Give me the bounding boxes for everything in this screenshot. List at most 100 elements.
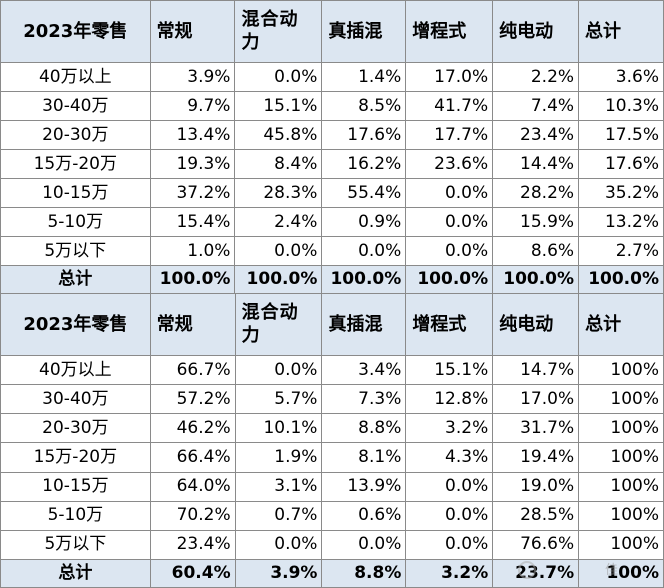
value-cell: 0.0%	[234, 529, 323, 560]
value-cell: 0.0%	[405, 500, 494, 531]
value-cell: 4.3%	[405, 442, 494, 473]
value-cell: 0.0%	[405, 236, 494, 266]
value-cell: 3.4%	[321, 355, 407, 386]
value-cell: 23.7%	[492, 558, 580, 588]
corner-cell: 2023年零售	[0, 0, 151, 63]
value-cell: 0.0%	[405, 471, 494, 502]
value-cell: 41.7%	[405, 91, 494, 121]
value-cell: 45.8%	[234, 120, 323, 150]
row-label: 15万-20万	[0, 442, 151, 473]
table-body: 40万以上 66.7% 0.0% 3.4% 15.1% 14.7% 100% 30-40万 57…	[0, 355, 664, 588]
row-label: 10-15万	[0, 471, 151, 502]
table-row: 30-40万 9.7% 15.1% 8.5% 41.7% 7.4% 10.3%	[0, 91, 664, 121]
value-cell: 0.0%	[405, 207, 494, 237]
col-header: 混合动力	[234, 292, 323, 357]
value-cell: 17.0%	[405, 62, 494, 92]
table-row: 5万以下 1.0% 0.0% 0.0% 0.0% 8.6% 2.7%	[0, 236, 664, 266]
col-header: 常规	[149, 292, 236, 357]
value-cell: 8.1%	[321, 442, 407, 473]
table-row: 5万以下 23.4% 0.0% 0.0% 0.0% 76.6% 100%	[0, 529, 664, 560]
value-cell: 3.9%	[234, 558, 323, 588]
value-cell: 8.6%	[492, 236, 580, 266]
row-label: 10-15万	[0, 178, 151, 208]
value-cell: 100%	[578, 471, 664, 502]
value-cell: 2.7%	[578, 236, 664, 266]
col-header: 纯电动	[492, 0, 580, 63]
value-cell: 17.7%	[405, 120, 494, 150]
value-cell: 7.4%	[492, 91, 580, 121]
row-label: 5-10万	[0, 500, 151, 531]
value-cell: 3.6%	[578, 62, 664, 92]
value-cell: 9.7%	[149, 91, 236, 121]
row-label: 总计	[0, 558, 151, 588]
value-cell: 17.6%	[578, 149, 664, 179]
value-cell: 100%	[578, 442, 664, 473]
watermark-icon	[518, 561, 536, 579]
value-cell: 0.0%	[234, 62, 323, 92]
value-cell: 100.0%	[234, 265, 323, 294]
value-cell: 17.5%	[578, 120, 664, 150]
value-cell: 1.0%	[149, 236, 236, 266]
table-body: 40万以上 3.9% 0.0% 1.4% 17.0% 2.2% 3.6% 30-40万 9.7%…	[0, 62, 664, 294]
table-row: 40万以上 3.9% 0.0% 1.4% 17.0% 2.2% 3.6%	[0, 62, 664, 92]
retail-share-table-by-price: 2023年零售 常规 混合动力 真插混 增程式 纯电动 总计 40万以上 3.9%…	[0, 0, 664, 294]
value-cell: 23.6%	[405, 149, 494, 179]
value-cell: 0.0%	[234, 355, 323, 386]
value-cell: 55.4%	[321, 178, 407, 208]
table-row: 40万以上 66.7% 0.0% 3.4% 15.1% 14.7% 100%	[0, 355, 664, 386]
value-cell: 13.4%	[149, 120, 236, 150]
table-row: 15万-20万 19.3% 8.4% 16.2% 23.6% 14.4% 17.6%	[0, 149, 664, 179]
header-row: 2023年零售 常规 混合动力 真插混 增程式 纯电动 总计	[0, 292, 664, 357]
col-header: 常规	[149, 0, 236, 63]
col-header: 总计	[578, 0, 664, 63]
value-cell: 0.9%	[321, 207, 407, 237]
value-cell: 0.7%	[234, 500, 323, 531]
retail-share-table-by-powertrain: 2023年零售 常规 混合动力 真插混 增程式 纯电动 总计 40万以上 66.7…	[0, 292, 664, 588]
value-cell: 1.9%	[234, 442, 323, 473]
value-cell: 16.2%	[321, 149, 407, 179]
table-row: 10-15万 64.0% 3.1% 13.9% 0.0% 19.0% 100%	[0, 471, 664, 502]
row-label: 40万以上	[0, 355, 151, 386]
value-cell: 100%	[578, 384, 664, 415]
col-header: 纯电动	[492, 292, 580, 357]
col-header: 增程式	[405, 0, 494, 63]
value-cell: 8.5%	[321, 91, 407, 121]
value-cell: 17.0%	[492, 384, 580, 415]
value-cell: 19.4%	[492, 442, 580, 473]
value-cell: 0.0%	[321, 236, 407, 266]
value-cell: 12.8%	[405, 384, 494, 415]
value-cell: 19.3%	[149, 149, 236, 179]
row-label: 5万以下	[0, 236, 151, 266]
value-cell: 100%	[578, 355, 664, 386]
col-header: 真插混	[321, 0, 407, 63]
value-cell: 28.3%	[234, 178, 323, 208]
row-label: 30-40万	[0, 91, 151, 121]
value-cell: 15.9%	[492, 207, 580, 237]
value-cell: 60.4%	[149, 558, 236, 588]
table-row: 15万-20万 66.4% 1.9% 8.1% 4.3% 19.4% 100%	[0, 442, 664, 473]
value-cell: 5.7%	[234, 384, 323, 415]
row-label: 30-40万	[0, 384, 151, 415]
value-cell: 0.0%	[405, 529, 494, 560]
value-cell: 70.2%	[149, 500, 236, 531]
value-cell: 66.7%	[149, 355, 236, 386]
table-row: 20-30万 13.4% 45.8% 17.6% 17.7% 23.4% 17.5%	[0, 120, 664, 150]
value-cell: 1.4%	[321, 62, 407, 92]
row-label: 15万-20万	[0, 149, 151, 179]
value-cell: 13.2%	[578, 207, 664, 237]
value-cell: 64.0%	[149, 471, 236, 502]
value-cell: 13.9%	[321, 471, 407, 502]
value-cell: 100%	[578, 413, 664, 444]
value-cell: 15.4%	[149, 207, 236, 237]
row-label: 5万以下	[0, 529, 151, 560]
value-cell: 15.1%	[234, 91, 323, 121]
value-cell: 28.2%	[492, 178, 580, 208]
value-cell: 57.2%	[149, 384, 236, 415]
row-label: 总计	[0, 265, 151, 294]
table-row: 30-40万 57.2% 5.7% 7.3% 12.8% 17.0% 100%	[0, 384, 664, 415]
value-cell: 19.0%	[492, 471, 580, 502]
value-cell: 100.0%	[492, 265, 580, 294]
value-cell: 15.1%	[405, 355, 494, 386]
value-cell: 66.4%	[149, 442, 236, 473]
corner-cell: 2023年零售	[0, 292, 151, 357]
